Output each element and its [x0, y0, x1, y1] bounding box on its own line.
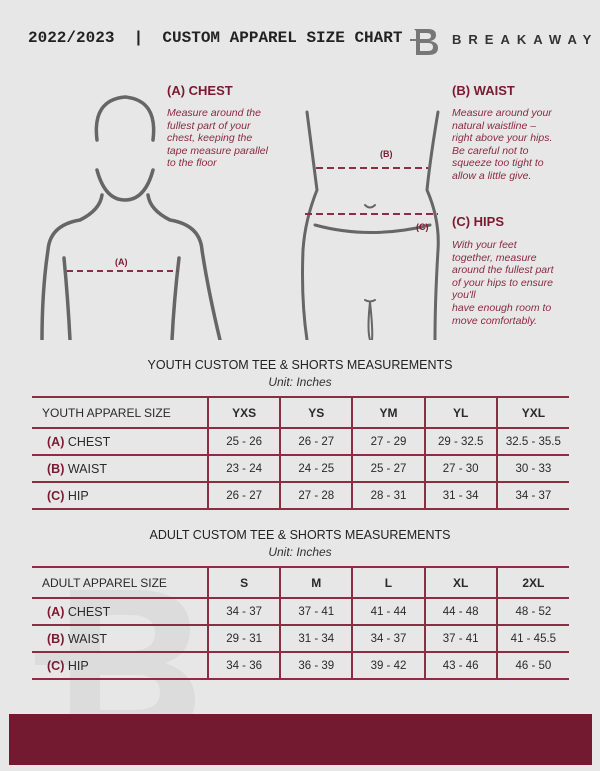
- measurement-value: 25 - 27: [351, 454, 425, 483]
- measurement-value: 31 - 34: [423, 481, 497, 510]
- measurement-name: WAIST: [67, 631, 107, 646]
- table-row: (C) HIP 26 - 27 27 - 28 28 - 31 31 - 34 34 - …: [32, 481, 569, 510]
- hips-description: With your feet together, measure around th…: [452, 239, 554, 327]
- measurement-name: CHEST: [67, 434, 111, 449]
- measurement-value: 41 - 45.5: [495, 624, 569, 653]
- footer-band: [9, 714, 592, 765]
- table-header-row: YOUTH APPAREL SIZE YXS YS YM YL YXL: [32, 396, 569, 429]
- measurement-value: 39 - 42: [351, 651, 425, 680]
- measurement-value: 43 - 46: [423, 651, 497, 680]
- measurement-value: 27 - 28: [279, 481, 353, 510]
- size-column-header: YXL: [495, 396, 569, 429]
- adult-table-unit: Unit: Inches: [268, 545, 332, 559]
- measurement-letter: (C): [47, 488, 65, 503]
- table-row: (B) WAIST 23 - 24 24 - 25 25 - 27 27 - 30 30 …: [32, 454, 569, 483]
- measurement-label: (B) WAIST: [32, 454, 208, 483]
- waist-marker: (B): [380, 149, 393, 159]
- adult-table-heading: ADULT CUSTOM TEE & SHORTS MEASUREMENTS: [149, 528, 451, 542]
- size-column-header: 2XL: [495, 566, 569, 599]
- table-row: (A) CHEST 25 - 26 26 - 27 27 - 29 29 - 32.5 3…: [32, 427, 569, 456]
- adult-size-table: ADULT APPAREL SIZE S M L XL 2XL (A) CHEST 34 - …: [32, 566, 569, 680]
- measurement-value: 46 - 50: [495, 651, 569, 680]
- chest-description: Measure around the fullest part of your ch…: [167, 107, 268, 170]
- waist-description: Measure around your natural waistline – ri…: [452, 107, 553, 182]
- size-column-header: YXS: [206, 396, 281, 429]
- size-column-header: YM: [351, 396, 425, 429]
- measurement-value: 27 - 29: [351, 427, 425, 456]
- measurement-value: 48 - 52: [495, 597, 569, 626]
- measurement-name: CHEST: [67, 604, 111, 619]
- measurement-label: (A) CHEST: [32, 597, 208, 626]
- measurement-value: 32.5 - 35.5: [495, 427, 569, 456]
- measurement-name: WAIST: [67, 461, 107, 476]
- measurement-value: 29 - 32.5: [423, 427, 497, 456]
- measurement-letter: (B): [47, 631, 65, 646]
- measurement-value: 30 - 33: [495, 454, 569, 483]
- size-column-header: M: [279, 566, 353, 599]
- measurement-value: 34 - 37: [351, 624, 425, 653]
- measurement-letter: (A): [47, 434, 65, 449]
- measurement-letter: (C): [47, 658, 65, 673]
- measurement-label: (C) HIP: [32, 651, 208, 680]
- chest-marker: (A): [115, 257, 128, 267]
- measurement-value: 26 - 27: [279, 427, 353, 456]
- size-column-header: S: [206, 566, 281, 599]
- size-column-header: YL: [423, 396, 497, 429]
- breakaway-logo-icon: [410, 29, 438, 55]
- table-row: (B) WAIST 29 - 31 31 - 34 34 - 37 37 - 41 41 …: [32, 624, 569, 653]
- chest-heading: (A) CHEST: [167, 83, 233, 98]
- measurement-value: 23 - 24: [206, 454, 281, 483]
- youth-table-unit: Unit: Inches: [268, 375, 332, 389]
- size-header: YOUTH APPAREL SIZE: [32, 396, 208, 429]
- page-title: 2022/2023 | CUSTOM APPAREL SIZE CHART: [28, 29, 403, 47]
- measurement-label: (C) HIP: [32, 481, 208, 510]
- waist-heading: (B) WAIST: [452, 83, 515, 98]
- measurement-value: 26 - 27: [206, 481, 281, 510]
- measurement-value: 29 - 31: [206, 624, 281, 653]
- table-row: (A) CHEST 34 - 37 37 - 41 41 - 44 44 - 48 48 …: [32, 597, 569, 626]
- measurement-name: HIP: [67, 488, 89, 503]
- measurement-value: 34 - 36: [206, 651, 281, 680]
- measurement-label: (A) CHEST: [32, 427, 208, 456]
- hip-marker: (C): [416, 222, 429, 232]
- measurement-value: 28 - 31: [351, 481, 425, 510]
- table-header-row: ADULT APPAREL SIZE S M L XL 2XL: [32, 566, 569, 599]
- measurement-value: 37 - 41: [423, 624, 497, 653]
- hips-heading: (C) HIPS: [452, 214, 504, 229]
- size-column-header: XL: [423, 566, 497, 599]
- brand-name: BREAKAWAY: [452, 32, 599, 47]
- chest-figure-illustration: (A): [40, 95, 222, 340]
- measurement-value: 31 - 34: [279, 624, 353, 653]
- measurement-value: 27 - 30: [423, 454, 497, 483]
- measurement-value: 34 - 37: [206, 597, 281, 626]
- measurement-value: 44 - 48: [423, 597, 497, 626]
- measurement-letter: (A): [47, 604, 65, 619]
- measurement-value: 41 - 44: [351, 597, 425, 626]
- measurement-label: (B) WAIST: [32, 624, 208, 653]
- measurement-value: 25 - 26: [206, 427, 281, 456]
- measurement-value: 37 - 41: [279, 597, 353, 626]
- waist-hip-figure-illustration: (B) (C): [301, 110, 440, 340]
- youth-size-table: YOUTH APPAREL SIZE YXS YS YM YL YXL (A) CHEST 2…: [32, 396, 569, 510]
- size-column-header: L: [351, 566, 425, 599]
- measurement-value: 36 - 39: [279, 651, 353, 680]
- size-column-header: YS: [279, 396, 353, 429]
- size-header: ADULT APPAREL SIZE: [32, 566, 208, 599]
- measurement-value: 34 - 37: [495, 481, 569, 510]
- measurement-letter: (B): [47, 461, 65, 476]
- youth-table-heading: YOUTH CUSTOM TEE & SHORTS MEASUREMENTS: [147, 358, 453, 372]
- measurement-name: HIP: [67, 658, 89, 673]
- table-row: (C) HIP 34 - 36 36 - 39 39 - 42 43 - 46 46 - …: [32, 651, 569, 680]
- measurement-value: 24 - 25: [279, 454, 353, 483]
